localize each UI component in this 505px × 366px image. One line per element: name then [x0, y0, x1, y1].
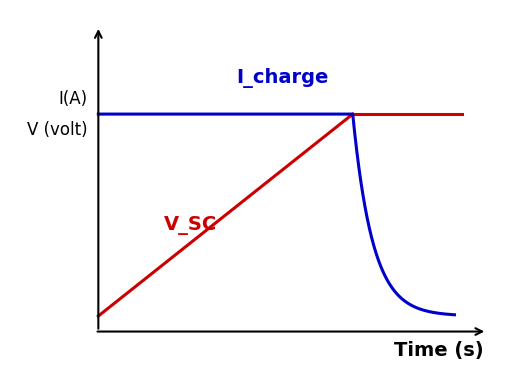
Text: I_charge: I_charge	[236, 68, 328, 88]
Text: I(A): I(A)	[58, 90, 87, 108]
Text: Time (s): Time (s)	[393, 341, 483, 360]
Text: V (volt): V (volt)	[27, 121, 87, 139]
Text: V_SC: V_SC	[164, 216, 217, 235]
